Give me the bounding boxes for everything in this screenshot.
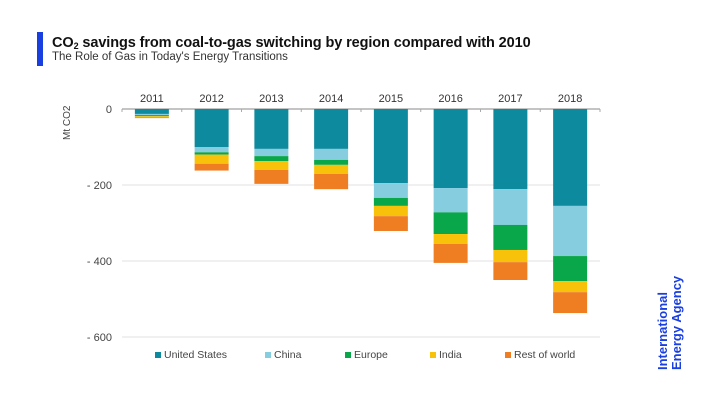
bar-segment-united-states bbox=[194, 109, 229, 147]
legend-label: Europe bbox=[354, 349, 388, 361]
title-rest: savings from coal-to-gas switching by re… bbox=[78, 35, 531, 51]
x-tick-label: 2011 bbox=[140, 93, 164, 105]
legend-item: Rest of world bbox=[505, 349, 595, 361]
bar-segment-china bbox=[314, 148, 349, 160]
bar-segment-europe bbox=[314, 159, 349, 165]
bar-segment-china bbox=[553, 205, 588, 257]
bar-segment-china bbox=[433, 188, 468, 213]
legend-swatch bbox=[505, 352, 511, 358]
y-tick-label: - 400 bbox=[87, 256, 112, 268]
legend-item: India bbox=[430, 349, 505, 361]
bar-segment-united-states bbox=[373, 109, 408, 184]
bar-segment-united-states bbox=[493, 109, 528, 190]
legend-label: India bbox=[439, 349, 462, 361]
bar-segment-united-states bbox=[553, 109, 588, 206]
bar-segment-united-states bbox=[314, 109, 349, 149]
bar-segment-india bbox=[314, 164, 349, 174]
bar-segment-europe bbox=[254, 156, 289, 162]
x-tick-label: 2012 bbox=[199, 93, 223, 105]
legend: United States China Europe India Rest of wor… bbox=[155, 349, 595, 361]
logo-line-1: International bbox=[655, 291, 670, 370]
bar-segment-united-states bbox=[254, 109, 289, 149]
bar-segment-india bbox=[134, 116, 169, 118]
bar-segment-europe bbox=[194, 152, 229, 155]
bar-segment-india bbox=[194, 154, 229, 164]
x-tick-label: 2018 bbox=[558, 93, 582, 105]
legend-swatch bbox=[155, 352, 161, 358]
bar-segment-india bbox=[254, 161, 289, 170]
bar-segment-europe bbox=[493, 224, 528, 250]
legend-label: Rest of world bbox=[514, 349, 576, 361]
bar-segment-china bbox=[134, 113, 169, 116]
x-tick-label: 2013 bbox=[259, 93, 283, 105]
bar-segment-europe bbox=[373, 197, 408, 206]
bar-segment-china bbox=[373, 183, 408, 198]
title-subscript: 2 bbox=[73, 41, 79, 51]
x-tick-label: 2017 bbox=[498, 93, 522, 105]
bar-segment-europe bbox=[433, 212, 468, 235]
legend-swatch bbox=[345, 352, 351, 358]
y-tick-label: - 200 bbox=[87, 180, 112, 192]
legend-swatch bbox=[265, 352, 271, 358]
legend-label: China bbox=[274, 349, 302, 361]
x-tick-label: 2015 bbox=[379, 93, 403, 105]
iea-logo: International Energy Agency bbox=[655, 275, 684, 370]
title-accent-bar bbox=[37, 32, 43, 66]
title-prefix: CO bbox=[52, 35, 74, 51]
bar-segment-rest-of-world bbox=[134, 117, 169, 119]
bar-segment-rest-of-world bbox=[194, 163, 229, 171]
bar-segment-india bbox=[433, 234, 468, 244]
logo-line-2: Energy Agency bbox=[669, 275, 684, 370]
x-tick-label: 2014 bbox=[319, 93, 343, 105]
legend-label: United States bbox=[164, 349, 228, 361]
bar-segment-china bbox=[254, 148, 289, 157]
legend-item: Europe bbox=[345, 349, 430, 361]
bar-segment-united-states bbox=[433, 109, 468, 189]
bar-segment-rest-of-world bbox=[373, 216, 408, 231]
bar-segment-china bbox=[194, 147, 229, 153]
bar-segment-rest-of-world bbox=[493, 262, 528, 280]
y-tick-label: - 600 bbox=[87, 332, 112, 344]
bar-segment-india bbox=[373, 205, 408, 217]
bar-segment-india bbox=[553, 281, 588, 293]
y-tick-label: 0 bbox=[106, 104, 112, 116]
bar-segment-rest-of-world bbox=[314, 173, 349, 190]
bar-segment-united-states bbox=[134, 109, 169, 114]
bar-segment-rest-of-world bbox=[553, 292, 588, 314]
x-tick-label: 2016 bbox=[438, 93, 462, 105]
bar-segment-europe bbox=[553, 256, 588, 282]
legend-swatch bbox=[430, 352, 436, 358]
legend-item: United States bbox=[155, 349, 265, 361]
bar-segment-rest-of-world bbox=[254, 169, 289, 184]
bar-segment-india bbox=[493, 249, 528, 263]
chart-title: CO2 savings from coal-to-gas switching b… bbox=[52, 35, 531, 51]
bar-segment-rest-of-world bbox=[433, 243, 468, 263]
legend-item: China bbox=[265, 349, 345, 361]
bar-segment-china bbox=[493, 189, 528, 225]
chart-subtitle: The Role of Gas in Today's Energy Transi… bbox=[52, 51, 288, 63]
bar-segment-europe bbox=[134, 115, 169, 117]
